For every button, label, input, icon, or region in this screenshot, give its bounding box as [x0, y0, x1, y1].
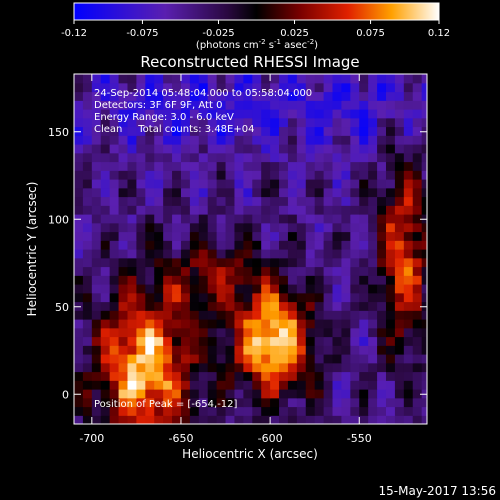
colorbar-units: (photons cm-2 s-1 asec-2) — [196, 38, 318, 51]
colorbar-tick-label: 0.025 — [280, 28, 309, 39]
heatmap-image — [74, 74, 427, 424]
colorbar — [74, 3, 439, 20]
colorbar-tick-label: 0.12 — [428, 28, 450, 39]
chart-title: Reconstructed RHESSI Image — [140, 53, 359, 71]
info-detectors: Detectors: 3F 6F 9F, Att 0 — [94, 100, 222, 111]
x-tick-label: -550 — [347, 432, 372, 445]
colorbar-frame — [73, 2, 440, 21]
colorbar-tick-label: -0.025 — [202, 28, 234, 39]
info-clean-counts: Clean Total counts: 3.48E+04 — [94, 124, 254, 135]
info-energy-range: Energy Range: 3.0 - 6.0 keV — [94, 112, 234, 123]
colorbar-tick-label: -0.075 — [126, 28, 158, 39]
x-tick-label: -700 — [79, 432, 104, 445]
y-tick-label: 0 — [62, 388, 69, 401]
colorbar-tick-label: 0.075 — [356, 28, 385, 39]
plot-timestamp: 15-May-2017 13:56 — [379, 484, 496, 498]
colorbar-tick-label: -0.12 — [61, 28, 87, 39]
info-time-range: 24-Sep-2014 05:48:04.000 to 05:58:04.000 — [94, 88, 312, 99]
plot-frame — [73, 73, 428, 425]
y-tick-label: 150 — [48, 126, 69, 139]
info-block: 24-Sep-2014 05:48:04.000 to 05:58:04.000… — [94, 88, 312, 135]
y-tick-label: 100 — [48, 213, 69, 226]
peak-position-label: Position of Peak = [-654,-12] — [94, 399, 238, 410]
x-axis-label: Heliocentric X (arcsec) — [182, 447, 318, 461]
y-tick-label: 50 — [55, 301, 69, 314]
x-tick-label: -600 — [258, 432, 283, 445]
y-axis-label: Heliocentric Y (arcsec) — [25, 182, 39, 317]
x-tick-label: -650 — [168, 432, 193, 445]
